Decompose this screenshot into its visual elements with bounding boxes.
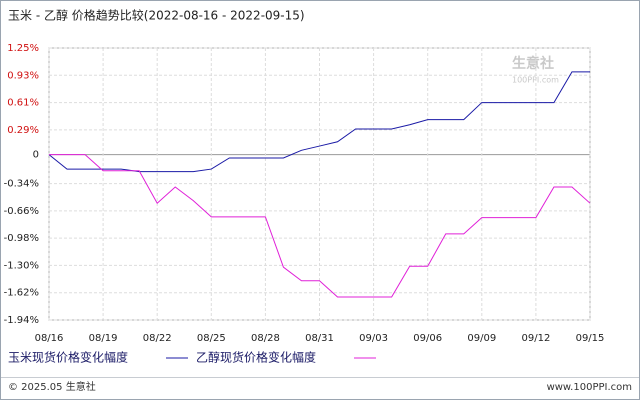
x-tick-label: 09/03 bbox=[359, 333, 388, 344]
y-tick-label: -1.30% bbox=[4, 260, 39, 271]
y-tick-label: 0.61% bbox=[7, 98, 39, 109]
y-tick-label: 1.25% bbox=[7, 43, 39, 54]
x-tick-label: 08/28 bbox=[251, 333, 280, 344]
x-tick-label: 08/25 bbox=[197, 333, 226, 344]
x-tick-label: 09/12 bbox=[521, 333, 550, 344]
footer-right: www.100PPI.com bbox=[547, 382, 632, 393]
y-tick-label: 0.93% bbox=[7, 70, 39, 81]
chart-title: 玉米 - 乙醇 价格趋势比较(2022-08-16 - 2022-09-15) bbox=[8, 8, 305, 23]
y-tick-label: -0.98% bbox=[4, 233, 39, 244]
y-tick-label: -0.34% bbox=[4, 179, 39, 190]
y-tick-label: -1.94% bbox=[4, 315, 39, 326]
y-tick-label: 0 bbox=[33, 150, 39, 161]
x-tick-label: 08/22 bbox=[143, 333, 172, 344]
x-tick-label: 08/31 bbox=[305, 333, 334, 344]
y-tick-label: -1.62% bbox=[4, 288, 39, 299]
legend-label: 乙醇现货价格变化幅度 bbox=[196, 350, 316, 365]
x-tick-label: 08/16 bbox=[35, 333, 64, 344]
y-tick-label: 0.29% bbox=[7, 125, 39, 136]
x-tick-label: 09/06 bbox=[413, 333, 442, 344]
x-tick-label: 08/19 bbox=[89, 333, 118, 344]
watermark: 生意社 bbox=[512, 55, 554, 72]
series-line bbox=[49, 154, 591, 298]
y-tick-label: -0.66% bbox=[4, 206, 39, 217]
footer-left: © 2025.05 生意社 bbox=[8, 380, 96, 393]
x-tick-label: 09/15 bbox=[576, 333, 605, 344]
x-tick-label: 09/09 bbox=[467, 333, 496, 344]
legend-label: 玉米现货价格变化幅度 bbox=[8, 350, 128, 365]
